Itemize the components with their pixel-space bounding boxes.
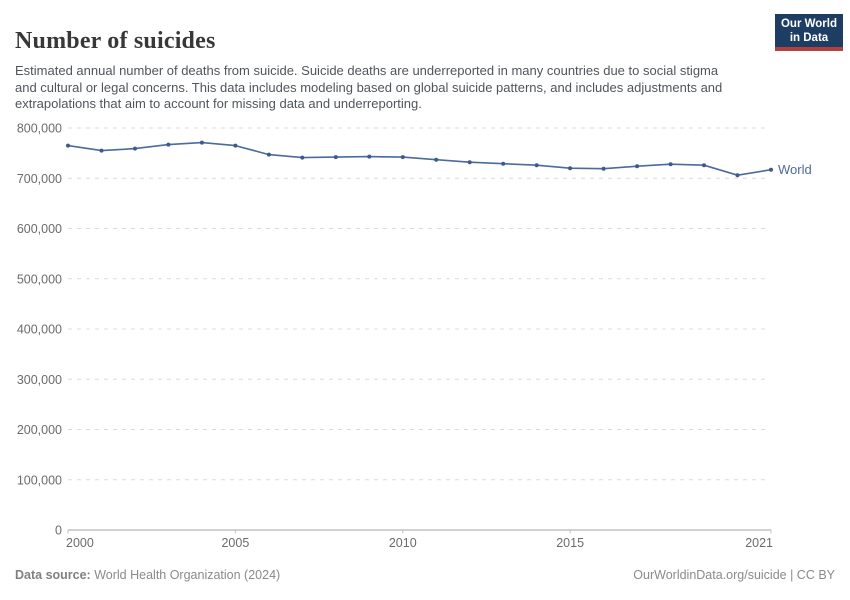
data-source-value: World Health Organization (2024)	[94, 568, 281, 582]
data-point[interactable]	[501, 161, 506, 166]
chart-footer: Data source: World Health Organization (…	[15, 568, 835, 582]
data-point[interactable]	[635, 164, 640, 169]
data-point[interactable]	[467, 160, 472, 165]
owid-logo-box: Our World in Data	[775, 14, 843, 47]
data-source: Data source: World Health Organization (…	[15, 568, 280, 582]
data-point[interactable]	[266, 152, 271, 157]
y-tick-label: 700,000	[17, 172, 62, 186]
owid-logo[interactable]: Our World in Data	[775, 14, 843, 51]
data-point[interactable]	[568, 166, 573, 171]
data-point[interactable]	[601, 166, 606, 171]
owid-logo-redbar	[775, 47, 843, 51]
data-point[interactable]	[769, 167, 773, 172]
series-line-world[interactable]	[67, 141, 772, 176]
data-point[interactable]	[400, 155, 405, 160]
x-tick-label: 2015	[556, 536, 584, 550]
x-tick-label: 2021	[745, 536, 773, 550]
chart-title: Number of suicides	[15, 28, 216, 55]
owid-logo-line2: in Data	[789, 32, 829, 44]
x-tick-label: 2005	[221, 536, 249, 550]
x-tick-label: 2000	[66, 536, 94, 550]
y-tick-label: 100,000	[17, 473, 62, 487]
x-tick-label: 2010	[389, 536, 417, 550]
data-point[interactable]	[702, 163, 706, 168]
series-label-world[interactable]: World	[778, 162, 812, 177]
data-point[interactable]	[99, 148, 104, 153]
y-tick-label: 200,000	[17, 423, 62, 437]
data-point[interactable]	[367, 154, 372, 159]
y-tick-label: 800,000	[17, 122, 62, 136]
data-point[interactable]	[668, 162, 673, 167]
data-point[interactable]	[66, 143, 70, 148]
chart-subtitle: Estimated annual number of deaths from s…	[15, 63, 723, 111]
y-tick-label: 500,000	[17, 272, 62, 286]
y-tick-label: 400,000	[17, 323, 62, 337]
line-chart-plot-area[interactable]: 0 100,000 200,000 300,000 400,000 500,000 600,…	[0, 110, 850, 570]
data-point[interactable]	[199, 140, 204, 145]
data-point[interactable]	[300, 155, 305, 160]
data-point[interactable]	[133, 146, 137, 151]
owid-cc-by-link[interactable]: OurWorldinData.org/suicide | CC BY	[633, 568, 835, 582]
y-tick-label: 300,000	[17, 373, 62, 387]
data-point[interactable]	[735, 173, 740, 178]
y-tick-label: 600,000	[17, 222, 62, 236]
data-point[interactable]	[434, 157, 439, 162]
data-point[interactable]	[534, 163, 539, 168]
data-point[interactable]	[166, 142, 171, 147]
data-point[interactable]	[233, 143, 238, 148]
data-source-label: Data source:	[15, 568, 91, 582]
owid-logo-line1: Our World	[780, 18, 837, 30]
y-tick-label: 0	[55, 524, 62, 538]
data-point[interactable]	[333, 155, 338, 160]
